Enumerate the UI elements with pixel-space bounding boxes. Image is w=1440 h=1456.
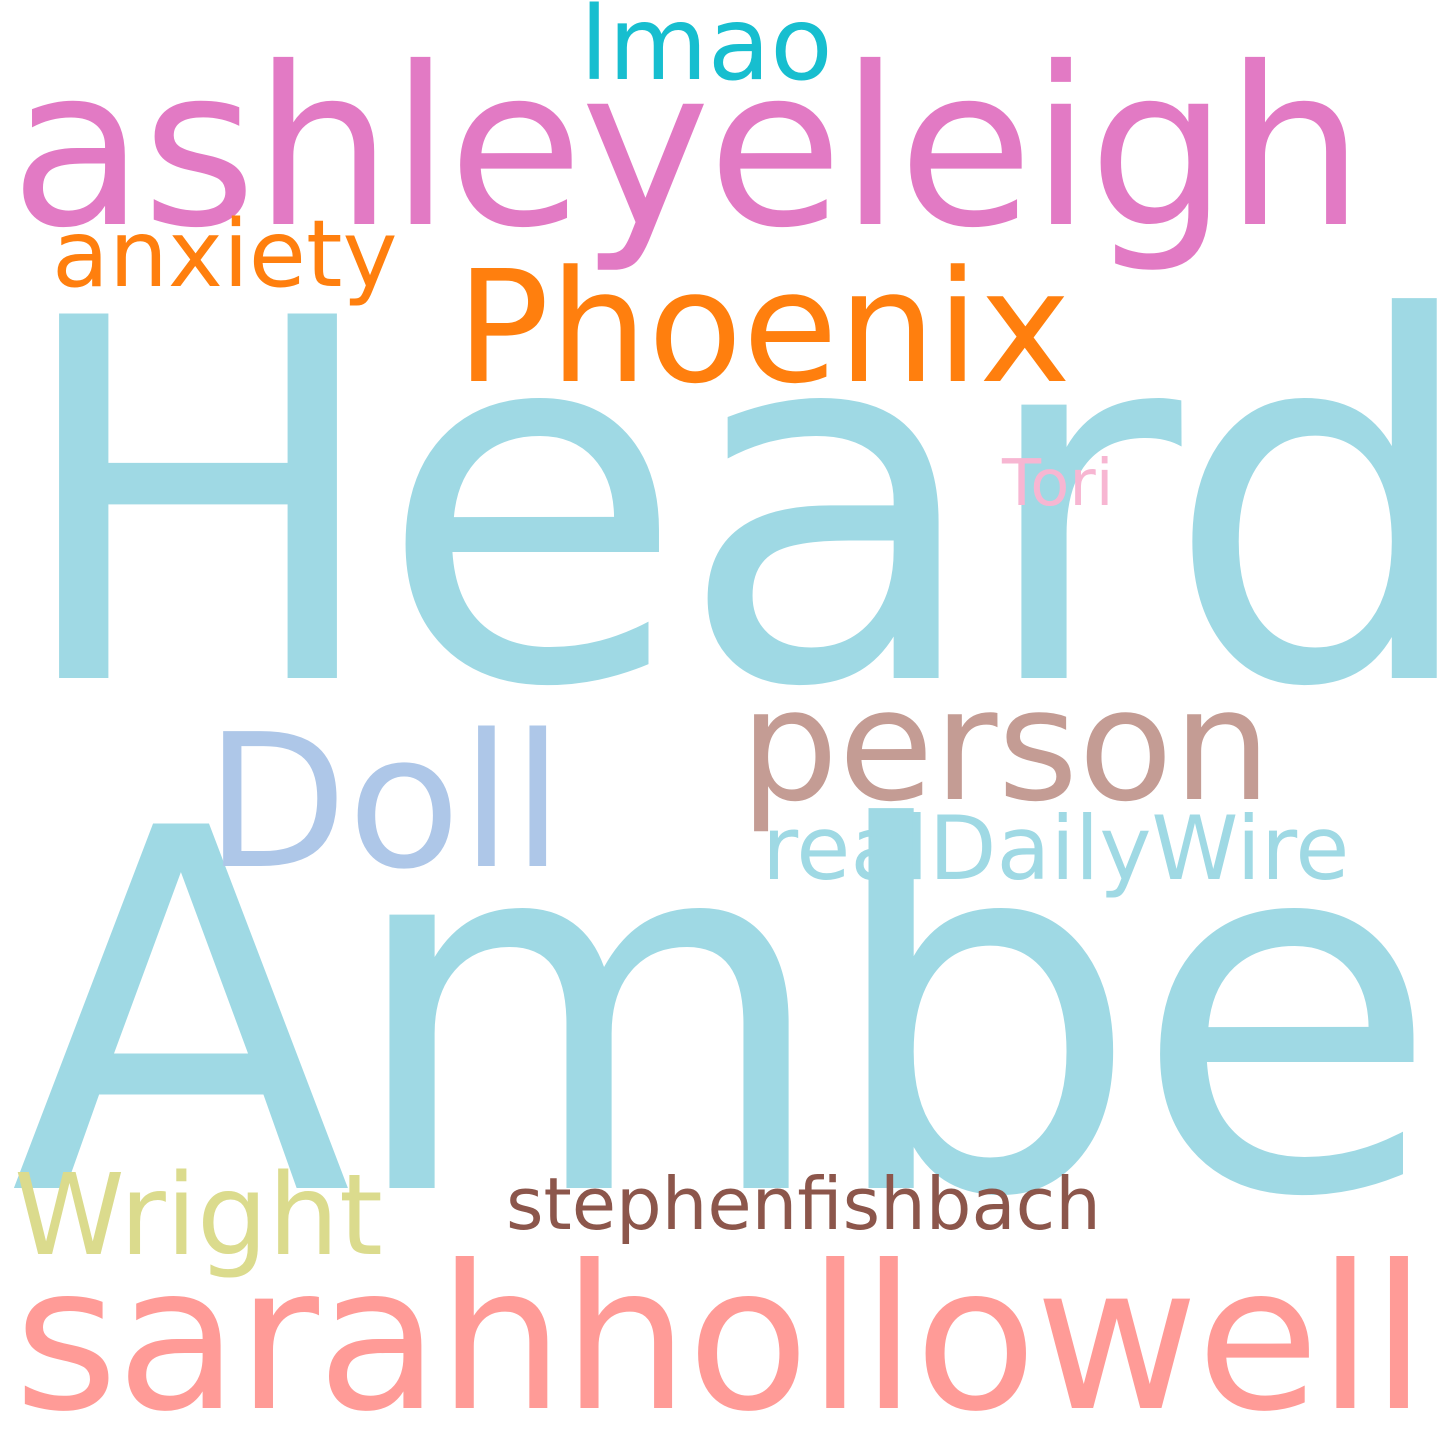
word-anxiety: anxiety xyxy=(52,200,398,308)
word-tori: Tori xyxy=(1002,447,1114,521)
word-wright: Wright xyxy=(14,1151,383,1281)
word-phoenix: Phoenix xyxy=(456,237,1071,418)
word-realdailywire: realDailyWire xyxy=(762,797,1350,900)
word-lmao: lmao xyxy=(580,0,833,104)
word-sarahhollowell: sarahhollowell xyxy=(14,1223,1427,1456)
word-heard: Heard xyxy=(10,214,1440,796)
word-amber: Amber xyxy=(10,724,1440,1306)
word-ashleyeleigh: ashleyeleigh xyxy=(10,20,1365,276)
word-doll: Doll xyxy=(205,694,564,910)
word-person: person xyxy=(740,655,1272,836)
word-stephenfishbach: stephenfishbach xyxy=(506,1162,1101,1246)
